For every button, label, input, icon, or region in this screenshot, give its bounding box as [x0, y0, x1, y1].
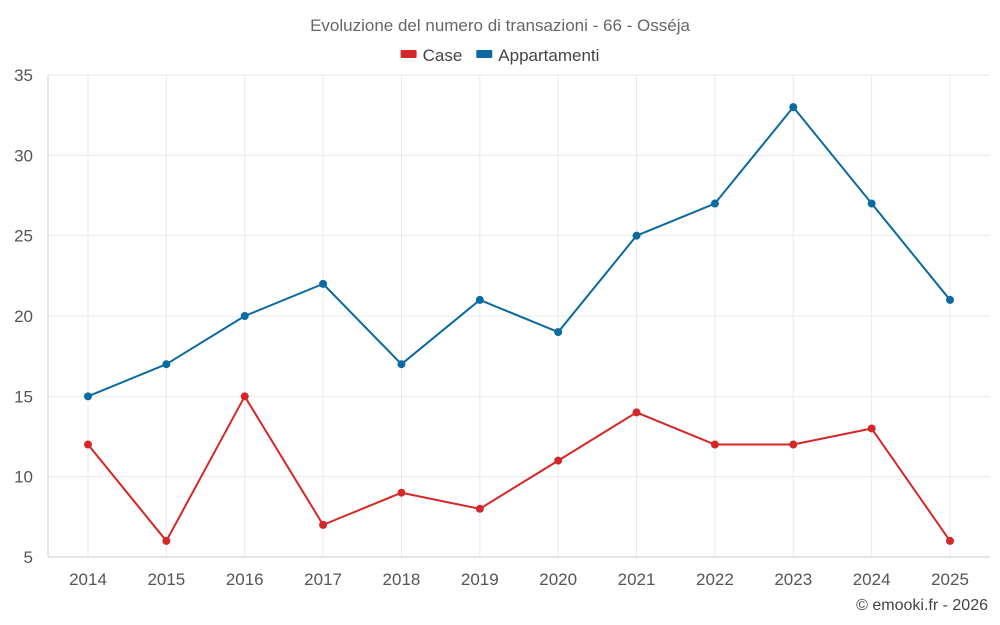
data-point-case — [319, 520, 328, 529]
legend-item-appartamenti: Appartamenti — [476, 46, 599, 65]
legend-label: Case — [423, 46, 463, 65]
credit-text: © emooki.fr - 2026 — [856, 597, 988, 614]
grid — [47, 74, 990, 558]
y-tick-label: 35 — [14, 66, 33, 85]
legend-item-case: Case — [400, 46, 463, 65]
data-point-appartamenti — [475, 295, 484, 304]
data-point-case — [632, 408, 641, 417]
data-point-appartamenti — [319, 279, 328, 288]
data-point-appartamenti — [632, 231, 641, 240]
data-point-appartamenti — [554, 328, 563, 337]
legend-swatch — [400, 50, 417, 58]
series-layer — [84, 103, 954, 545]
data-point-appartamenti — [84, 392, 92, 401]
data-point-case — [710, 440, 719, 449]
data-point-appartamenti — [789, 103, 798, 112]
data-point-case — [397, 488, 406, 497]
y-tick-label: 15 — [14, 387, 33, 406]
y-tick-label: 10 — [14, 468, 33, 487]
y-tick-label: 30 — [14, 146, 33, 165]
x-tick-label: 2015 — [147, 570, 185, 589]
data-point-appartamenti — [397, 360, 406, 369]
data-point-case — [162, 536, 171, 545]
data-point-appartamenti — [240, 312, 249, 320]
data-point-case — [867, 424, 876, 433]
data-point-appartamenti — [162, 360, 171, 369]
series-case — [84, 392, 954, 545]
x-axis-ticks: 2014 2015 2016 2017 2018 2019 2020 2021 2022 2023… — [69, 570, 969, 589]
y-axis-ticks: 5 10 15 20 25 30 35 — [14, 66, 33, 567]
x-tick-label: 2020 — [539, 570, 577, 589]
data-point-case — [946, 536, 954, 545]
x-tick-label: 2024 — [853, 570, 891, 589]
x-tick-label: 2021 — [618, 570, 656, 589]
data-point-appartamenti — [867, 199, 876, 208]
chart-title: Evoluzione del numero di transazioni - 6… — [310, 16, 690, 35]
x-tick-label: 2018 — [383, 570, 421, 589]
y-tick-label: 20 — [14, 307, 33, 326]
x-tick-label: 2023 — [774, 570, 812, 589]
data-point-case — [240, 392, 249, 401]
x-tick-label: 2016 — [226, 570, 264, 589]
x-tick-label: 2019 — [461, 570, 499, 589]
legend-label: Appartamenti — [498, 46, 599, 65]
data-point-case — [789, 440, 798, 449]
x-tick-label: 2014 — [69, 570, 107, 589]
x-tick-label: 2017 — [304, 570, 342, 589]
x-tick-label: 2022 — [696, 570, 734, 589]
y-tick-label: 25 — [14, 227, 33, 246]
data-point-case — [84, 440, 92, 449]
series-line-appartamenti — [87, 106, 951, 398]
legend-swatch — [476, 50, 493, 58]
series-line-case — [87, 395, 951, 542]
data-point-appartamenti — [946, 295, 954, 304]
x-tick-label: 2025 — [931, 570, 969, 589]
legend: Case Appartamenti — [400, 46, 599, 65]
data-point-case — [475, 504, 484, 513]
y-tick-label: 5 — [24, 548, 33, 567]
data-point-case — [554, 456, 563, 465]
series-appartamenti — [84, 103, 954, 401]
data-point-appartamenti — [710, 199, 719, 208]
